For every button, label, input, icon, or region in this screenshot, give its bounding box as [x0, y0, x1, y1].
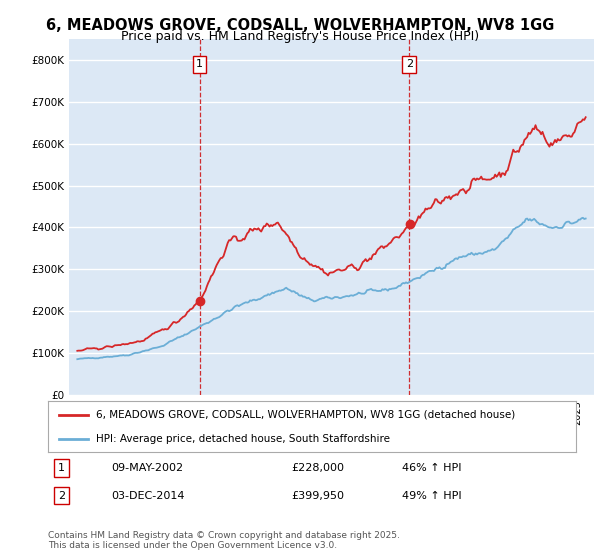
Text: 6, MEADOWS GROVE, CODSALL, WOLVERHAMPTON, WV8 1GG: 6, MEADOWS GROVE, CODSALL, WOLVERHAMPTON…	[46, 18, 554, 33]
Text: Price paid vs. HM Land Registry's House Price Index (HPI): Price paid vs. HM Land Registry's House …	[121, 30, 479, 43]
Text: 1: 1	[58, 463, 65, 473]
Text: 6, MEADOWS GROVE, CODSALL, WOLVERHAMPTON, WV8 1GG (detached house): 6, MEADOWS GROVE, CODSALL, WOLVERHAMPTON…	[95, 410, 515, 420]
Text: 46% ↑ HPI: 46% ↑ HPI	[402, 463, 461, 473]
Text: HPI: Average price, detached house, South Staffordshire: HPI: Average price, detached house, Sout…	[95, 433, 389, 444]
Text: £228,000: £228,000	[291, 463, 344, 473]
Text: 03-DEC-2014: 03-DEC-2014	[112, 491, 185, 501]
Text: 09-MAY-2002: 09-MAY-2002	[112, 463, 184, 473]
Text: 1: 1	[196, 59, 203, 69]
Text: 49% ↑ HPI: 49% ↑ HPI	[402, 491, 461, 501]
Text: 2: 2	[406, 59, 413, 69]
Text: 2: 2	[58, 491, 65, 501]
Text: £399,950: £399,950	[291, 491, 344, 501]
Text: Contains HM Land Registry data © Crown copyright and database right 2025.
This d: Contains HM Land Registry data © Crown c…	[48, 531, 400, 550]
